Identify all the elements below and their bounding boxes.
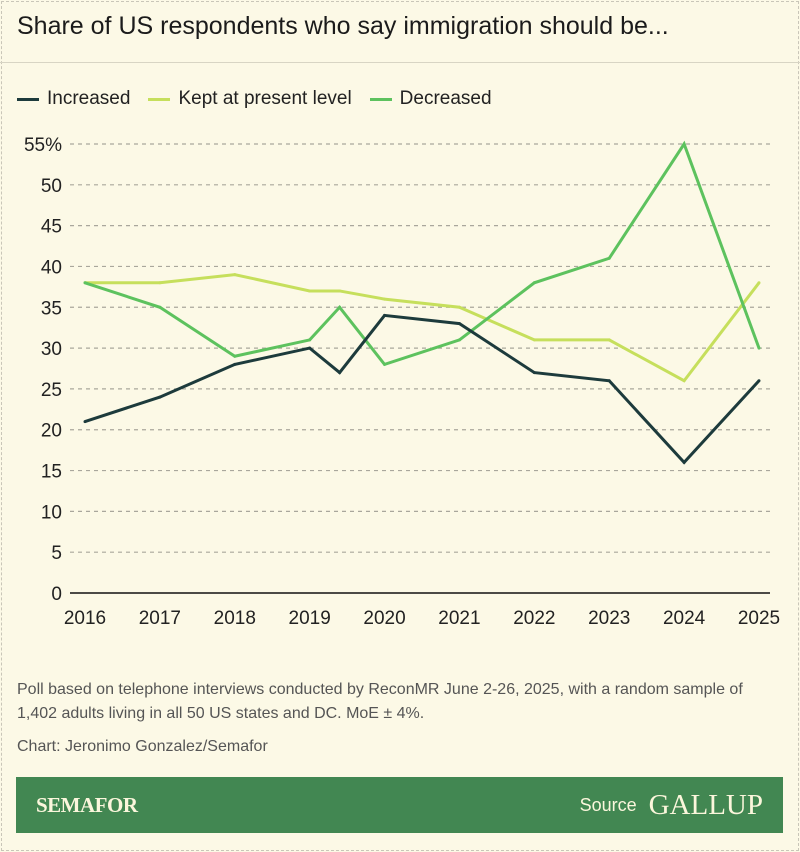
legend-label: Decreased: [399, 88, 492, 109]
y-tick-label: 0: [51, 584, 62, 605]
legend-swatch: [369, 97, 392, 101]
series-line-decreased: [84, 140, 761, 367]
y-tick-label: 15: [41, 462, 62, 483]
legend-swatch: [148, 97, 171, 101]
x-tick-label: 2025: [738, 608, 780, 629]
y-tick-label: 50: [41, 176, 62, 197]
data-point: [457, 338, 461, 342]
data-point: [308, 289, 312, 293]
data-point: [757, 379, 761, 383]
data-point: [532, 371, 536, 375]
data-point: [532, 338, 536, 342]
legend: Increased Kept at present level Decrease…: [17, 88, 492, 110]
data-point: [682, 379, 686, 383]
y-tick-label: 35: [41, 298, 62, 319]
y-tick-label: 10: [41, 502, 62, 523]
data-point: [233, 354, 237, 358]
chart-title: Share of US respondents who say immigrat…: [17, 12, 669, 40]
data-point: [83, 281, 87, 285]
x-tick-label: 2018: [214, 608, 256, 629]
y-tick-label: 40: [41, 257, 62, 278]
data-point: [83, 420, 87, 424]
legend-swatch: [17, 97, 39, 101]
x-tick-label: 2020: [363, 608, 405, 629]
data-point: [233, 362, 237, 366]
x-tick-label: 2019: [289, 608, 331, 629]
data-point: [757, 281, 761, 285]
semafor-logo: SEMAFOR: [36, 792, 138, 817]
y-tick-label: 55%: [24, 135, 62, 156]
divider: [0, 62, 800, 63]
legend-label: Increased: [47, 88, 131, 109]
data-point: [607, 379, 611, 383]
data-point: [607, 256, 611, 260]
data-point: [457, 322, 461, 326]
legend-label: Kept at present level: [178, 88, 352, 109]
x-tick-label: 2024: [663, 608, 706, 629]
source: Source GALLUP: [580, 789, 763, 822]
series-line-kept-at-present-level: [85, 273, 761, 383]
data-point: [308, 338, 312, 342]
source-label: Source: [579, 794, 637, 815]
x-tick-label: 2017: [139, 608, 181, 629]
footer-bar: SEMAFOR Source GALLUP: [16, 777, 783, 833]
x-tick-label: 2023: [588, 608, 630, 629]
data-point: [338, 371, 342, 375]
data-point: [383, 362, 387, 366]
legend-item-increased: Increased: [17, 88, 130, 110]
data-point: [158, 395, 162, 399]
data-point: [383, 313, 387, 317]
legend-item-kept: Kept at present level: [148, 88, 352, 110]
data-point: [338, 289, 342, 293]
y-tick-label: 45: [41, 217, 62, 238]
y-tick-label: 25: [41, 380, 62, 401]
data-point: [308, 346, 312, 350]
data-point: [383, 297, 387, 301]
data-point: [158, 281, 162, 285]
x-tick-label: 2022: [513, 608, 555, 629]
data-point: [682, 460, 686, 464]
chart-note: Poll based on telephone interviews condu…: [17, 681, 743, 722]
data-point: [233, 273, 237, 277]
data-point: [682, 142, 686, 146]
data-point: [757, 346, 761, 350]
data-point: [158, 305, 162, 309]
legend-item-decreased: Decreased: [369, 88, 492, 110]
gallup-logo: GALLUP: [648, 788, 763, 821]
y-tick-label: 20: [41, 421, 62, 442]
data-point: [338, 305, 342, 309]
data-point: [607, 338, 611, 342]
x-tick-label: 2021: [438, 608, 480, 629]
data-point: [457, 305, 461, 309]
y-tick-label: 5: [51, 543, 62, 564]
data-point: [532, 281, 536, 285]
x-tick-label: 2016: [64, 608, 106, 629]
chart-credit: Chart: Jeronimo Gonzalez/Semafor: [17, 738, 268, 755]
y-tick-label: 30: [41, 339, 62, 360]
